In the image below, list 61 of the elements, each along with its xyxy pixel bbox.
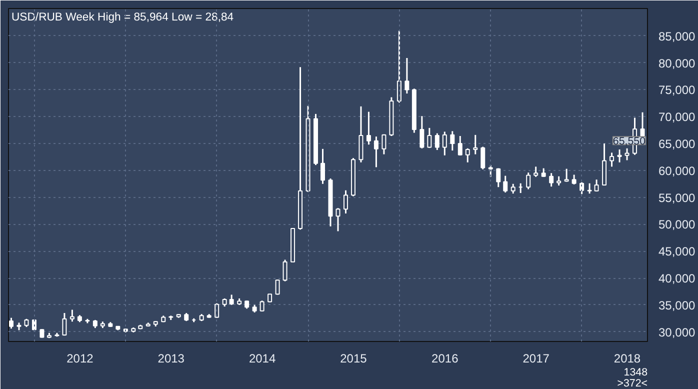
candlestick: [473, 134, 478, 156]
y-tick-label: 65,000: [658, 137, 696, 152]
y-tick-label: 55,000: [658, 190, 696, 205]
x-tick-label: 2015: [340, 352, 368, 366]
candlestick: [624, 148, 630, 161]
candlestick: [480, 146, 486, 170]
candlestick: [496, 168, 501, 188]
candlestick: [510, 183, 516, 194]
y-tick-label: 50,000: [658, 218, 696, 232]
x-tick-label: 2018: [614, 352, 641, 366]
candlestick: [320, 148, 326, 185]
x-tick-label: 2012: [66, 352, 94, 366]
candlestick: [465, 148, 470, 164]
text: 1348: [624, 366, 648, 378]
candlestick: [396, 30, 402, 104]
x-tick-label: 2017: [522, 352, 550, 366]
candlestick: [442, 130, 447, 156]
candlestick: [594, 178, 599, 192]
candlestick: [343, 190, 348, 214]
y-tick-label: 70,000: [658, 110, 696, 124]
candlestick: [336, 207, 340, 232]
y-tick-label: 30,000: [658, 325, 696, 340]
candlestick: [434, 132, 440, 151]
candlestick: [229, 294, 234, 306]
candlestick: [488, 164, 493, 178]
y-tick-label: 60,000: [658, 164, 696, 178]
y-tick-label: 45,000: [658, 244, 696, 259]
candlestick: [404, 57, 410, 94]
candlestick: [572, 174, 576, 186]
candlestick: [556, 176, 562, 186]
y-tick-label: 35,000: [658, 298, 696, 312]
annotation: 65,550: [612, 136, 646, 148]
candlestick: [427, 127, 432, 149]
candlestick: [610, 152, 614, 168]
candlestick: [549, 172, 554, 188]
candlestick: [564, 168, 569, 182]
x-tick-label: 2016: [432, 352, 459, 366]
candlestick: [62, 312, 67, 336]
candlestick: [275, 278, 280, 296]
candlestick: [260, 300, 264, 312]
candlestick: [534, 166, 538, 178]
candlestick: [374, 136, 378, 168]
candlestick: [282, 258, 288, 282]
candlestick: [9, 317, 14, 330]
candlestick: [366, 111, 371, 146]
candlestick: [587, 182, 592, 194]
y-tick-label: 80,000: [658, 56, 696, 70]
candlestick: [503, 175, 508, 194]
y-tick-label: 75,000: [658, 83, 696, 98]
candlestick: [458, 135, 462, 156]
candlestick: [617, 148, 622, 164]
y-tick-label: 40,000: [658, 272, 696, 286]
candlestick: [382, 134, 386, 156]
candlestick: [526, 172, 531, 190]
x-tick-label: 2014: [248, 352, 276, 366]
y-tick-label: 85,000: [658, 29, 696, 44]
candlestick: [420, 115, 424, 150]
text: >372<: [617, 378, 648, 389]
candlestick: [450, 130, 455, 152]
candlestick: [70, 309, 74, 322]
x-tick-label: 2013: [158, 352, 185, 366]
